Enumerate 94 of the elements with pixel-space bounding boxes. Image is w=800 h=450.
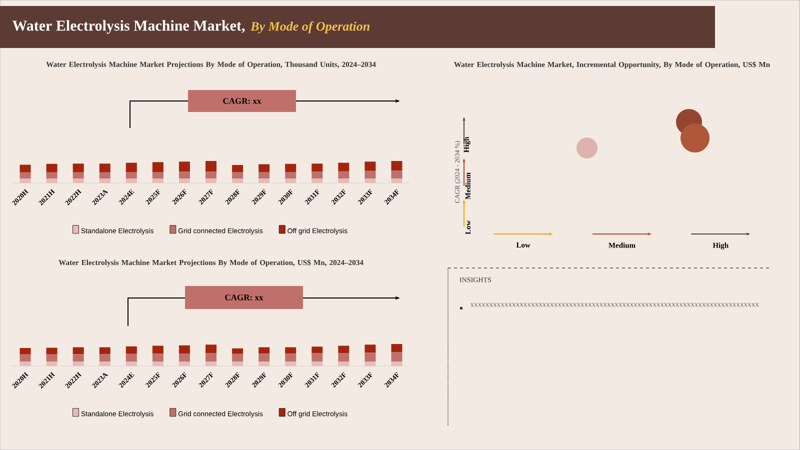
bar xyxy=(46,348,58,354)
bar xyxy=(206,353,216,362)
bar xyxy=(72,178,84,183)
bar xyxy=(152,346,164,354)
bar xyxy=(99,347,110,354)
bar xyxy=(312,362,323,366)
bar xyxy=(72,362,84,366)
bar xyxy=(20,354,31,362)
bar xyxy=(126,178,137,183)
bar xyxy=(232,172,244,179)
bar xyxy=(258,362,270,366)
text: CAGR: xx xyxy=(225,294,264,300)
bar xyxy=(72,347,84,354)
bar xyxy=(20,164,31,172)
bar xyxy=(285,178,296,183)
bar xyxy=(178,178,190,183)
bar xyxy=(126,354,137,362)
bar xyxy=(232,348,244,354)
bar xyxy=(126,172,137,179)
bar xyxy=(72,172,84,179)
text: By Mode of Operation xyxy=(250,21,370,34)
bar xyxy=(232,164,244,172)
bar xyxy=(126,362,137,366)
bar xyxy=(99,164,110,172)
bar xyxy=(232,178,244,183)
bar xyxy=(338,178,350,183)
bar xyxy=(99,172,110,179)
bar xyxy=(206,362,216,366)
bar xyxy=(20,362,31,366)
bar xyxy=(312,346,323,354)
bar xyxy=(99,354,110,362)
bar xyxy=(46,164,58,172)
bar xyxy=(46,362,58,366)
bar xyxy=(20,172,31,179)
bar xyxy=(46,178,58,183)
bar xyxy=(46,354,58,362)
bar xyxy=(312,164,323,172)
bar xyxy=(285,347,296,354)
bar xyxy=(72,164,84,172)
bar xyxy=(258,178,270,183)
bar xyxy=(391,344,402,352)
bar xyxy=(232,362,244,366)
bar xyxy=(391,170,402,179)
bar xyxy=(391,161,402,170)
bar xyxy=(364,352,376,362)
bar xyxy=(258,164,270,172)
bar xyxy=(178,172,190,179)
bar xyxy=(312,172,323,179)
bar xyxy=(178,345,190,354)
bar xyxy=(285,354,296,362)
bar xyxy=(178,362,190,366)
bar xyxy=(99,362,110,366)
bar xyxy=(232,354,244,362)
bar xyxy=(312,178,323,183)
bar xyxy=(338,353,350,362)
bar xyxy=(285,164,296,172)
bar xyxy=(391,352,402,362)
bar xyxy=(206,172,216,179)
bar xyxy=(391,362,402,366)
bar xyxy=(152,162,164,172)
bar xyxy=(364,344,376,353)
bar xyxy=(178,162,190,172)
bar xyxy=(206,178,216,183)
bar xyxy=(364,178,376,183)
bar xyxy=(338,171,350,179)
bar xyxy=(46,172,58,179)
bar xyxy=(285,362,296,366)
bar xyxy=(258,347,270,354)
bar xyxy=(178,353,190,362)
bar xyxy=(152,178,164,183)
bar xyxy=(206,161,216,172)
bar xyxy=(338,162,350,172)
bar xyxy=(338,346,350,354)
bar xyxy=(126,346,137,354)
bar xyxy=(258,172,270,179)
bar xyxy=(206,344,216,354)
bar xyxy=(364,170,376,179)
bar xyxy=(20,348,31,354)
bar xyxy=(258,354,270,362)
bar xyxy=(152,362,164,366)
text: Water Electrolysis Machine Market, xyxy=(12,20,245,34)
bar xyxy=(338,362,350,366)
bar xyxy=(126,162,137,172)
bar xyxy=(99,178,110,183)
bar xyxy=(312,353,323,362)
bar xyxy=(152,172,164,179)
bar xyxy=(364,362,376,366)
bar xyxy=(364,162,376,171)
bar xyxy=(391,178,402,183)
bar xyxy=(285,172,296,179)
bar xyxy=(20,178,31,183)
bar xyxy=(72,354,84,362)
text: CAGR: xx xyxy=(223,98,262,104)
bar xyxy=(152,354,164,362)
